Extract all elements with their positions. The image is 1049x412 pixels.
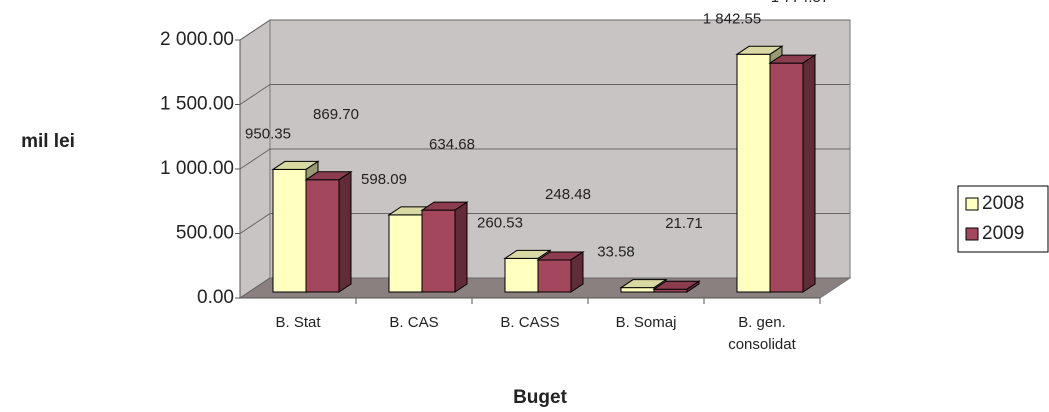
bar-side (454, 201, 468, 293)
data-label: 950.35 (245, 125, 291, 142)
legend-swatch (965, 227, 979, 241)
y-tick-label: 1 000.00 (160, 158, 234, 179)
x-tick-label: B. gen. consolidat (728, 314, 796, 353)
bar-front (769, 62, 804, 293)
data-label: 260.53 (477, 214, 523, 231)
grid-line (239, 213, 850, 234)
x-tick-label: B. Stat (275, 314, 321, 331)
data-label: 33.58 (597, 244, 635, 261)
bar (304, 170, 353, 293)
bar-side (686, 280, 700, 293)
data-label: 248.48 (545, 186, 591, 203)
bar-front (504, 257, 539, 293)
legend-swatch (965, 197, 979, 211)
bar-front (388, 214, 423, 293)
bar-side (338, 170, 352, 293)
data-label: 1 842.55 (703, 10, 761, 27)
legend-box (957, 185, 1049, 253)
y-tick-label: 1 500.00 (160, 94, 234, 115)
bar (420, 201, 469, 293)
bar-side (570, 251, 584, 293)
y-axis-title: mil lei (21, 131, 75, 152)
bar-side (802, 54, 816, 293)
bar-front (305, 179, 340, 293)
y-tick-label: 0.00 (197, 287, 234, 308)
grid-line (239, 148, 850, 170)
data-label: 634.68 (429, 136, 475, 153)
bar-front (537, 259, 572, 293)
y-tick-label: 2 000.00 (160, 29, 234, 50)
bar-front (736, 53, 771, 293)
x-tick-label: B. CAS (389, 314, 439, 331)
y-tick-label: 500.00 (176, 223, 234, 244)
data-label: 21.71 (665, 215, 703, 232)
data-label: 598.09 (361, 171, 407, 188)
legend-label: 2009 (982, 223, 1024, 244)
data-label: 1 774.57 (771, 0, 829, 6)
bar (652, 280, 701, 293)
grid-line (239, 19, 850, 41)
x-tick-label: B. CASS (500, 314, 560, 331)
bar-front (272, 168, 307, 293)
grid-line (239, 84, 850, 105)
bar (536, 251, 585, 293)
x-axis-title: Buget (513, 387, 568, 408)
bar-front (421, 209, 456, 293)
x-tick-label: B. Somaj (615, 314, 677, 331)
grid-line (239, 277, 850, 299)
data-label: 869.70 (313, 106, 359, 123)
bar (768, 54, 817, 293)
bar-front (620, 287, 655, 293)
legend-label: 2008 (982, 193, 1024, 214)
